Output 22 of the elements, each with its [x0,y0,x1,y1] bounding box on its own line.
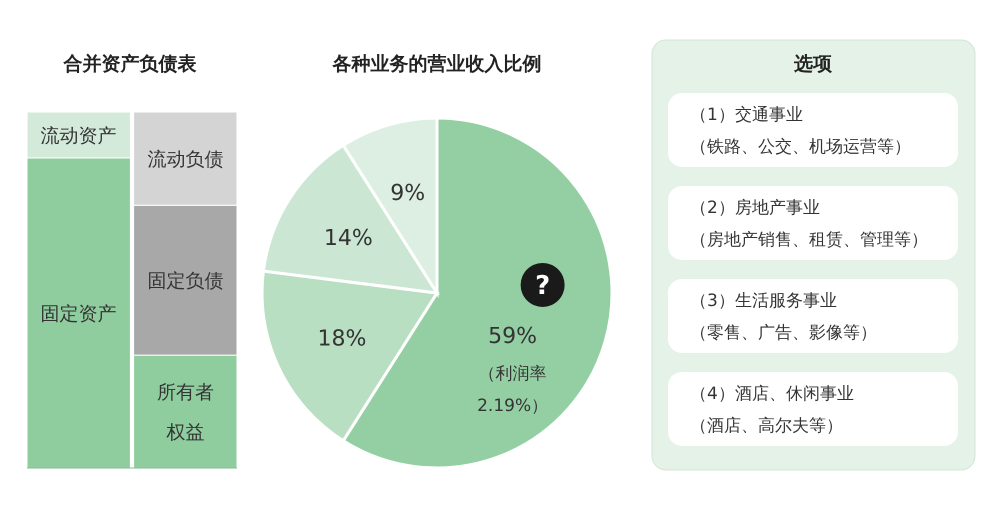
data-label: 14% [324,226,373,251]
text: （零售、广告、影像等） [690,323,877,343]
text: （酒店、高尔夫等） [690,416,843,436]
series-label: 流动负债 [147,148,224,171]
data-label: 59% [488,324,538,349]
text: （4）酒店、休闲事业 [690,384,854,404]
series-label: 固定负债 [147,270,224,292]
chart-title: 合并资产负债表 [62,53,198,75]
series-label: 固定资产 [40,302,117,325]
text: （2）房地产事业 [690,198,820,218]
chart-title: 各种业务的营业收入比例 [332,53,542,75]
data-label: 18% [318,326,366,352]
text: （铁路、公交、机场运营等） [690,137,911,157]
text: （1）交通事业 [690,105,803,125]
series-label: 所有者权益 [156,382,214,444]
series-label: 流动资产 [40,124,117,147]
data-label: 9% [390,181,426,206]
text: （3）生活服务事业 [690,291,837,311]
text: （房地产销售、租赁、管理等） [690,230,928,250]
text: 选项 [793,53,832,75]
question-icon: ? [520,262,565,307]
text: （利润率 2.19%） [477,364,548,416]
